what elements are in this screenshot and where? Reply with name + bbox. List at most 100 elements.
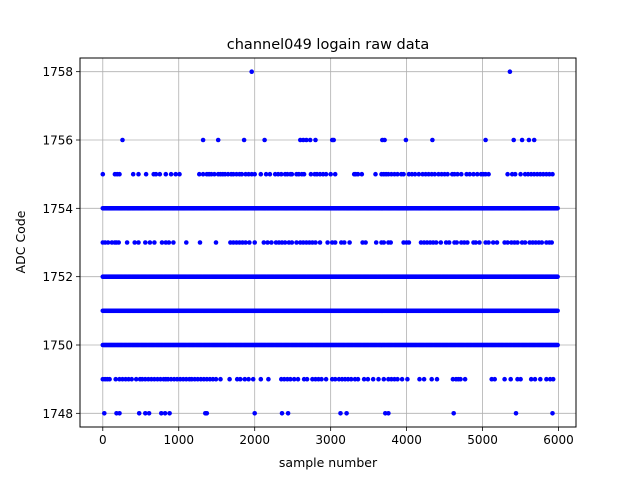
data-point: [239, 171, 245, 177]
data-point: [549, 240, 554, 245]
data-point: [483, 137, 488, 143]
data-point: [100, 171, 106, 177]
data-point: [373, 171, 378, 177]
data-point: [212, 171, 217, 177]
data-point: [124, 240, 130, 245]
data-points: [100, 69, 560, 416]
data-point: [120, 137, 125, 143]
data-point: [107, 376, 112, 382]
data-point: [252, 171, 257, 177]
data-point: [102, 411, 107, 416]
data-point: [269, 240, 274, 245]
x-axis-label: sample number: [279, 455, 378, 470]
x-tick-label: 2000: [239, 433, 270, 447]
data-point: [370, 376, 376, 382]
data-point: [282, 240, 288, 245]
axis-ticks: 0 1000 2000 3000 4000 5000 6000 1748 1750 1752 175…: [42, 65, 573, 447]
data-point: [266, 376, 271, 382]
data-point: [167, 411, 172, 416]
data-point: [519, 137, 525, 143]
data-point: [200, 171, 206, 177]
data-point: [511, 137, 516, 143]
data-point: [365, 376, 371, 382]
data-point: [319, 376, 324, 382]
data-point: [555, 274, 560, 280]
data-point: [308, 171, 314, 177]
data-point: [279, 411, 285, 416]
data-point: [539, 240, 545, 245]
data-point: [528, 376, 534, 382]
chart-title: channel049 logain raw data: [227, 37, 429, 53]
data-point: [376, 376, 381, 382]
data-point: [238, 376, 243, 382]
data-point: [285, 411, 291, 416]
data-point: [458, 376, 463, 382]
x-tick-label: 3000: [315, 433, 346, 447]
data-point: [213, 240, 219, 245]
data-point: [518, 376, 523, 382]
data-point: [515, 240, 520, 245]
data-point: [471, 171, 476, 177]
data-point: [252, 411, 257, 416]
data-point: [502, 376, 507, 382]
data-point: [323, 376, 329, 382]
data-point: [518, 171, 523, 177]
data-point: [143, 411, 148, 416]
y-tick-label: 1756: [42, 134, 73, 148]
data-point: [555, 342, 560, 348]
data-point: [538, 376, 543, 382]
data-point: [416, 171, 422, 177]
data-point: [295, 376, 301, 382]
data-point: [289, 171, 295, 177]
data-point: [313, 240, 318, 245]
data-point: [304, 137, 309, 143]
data-point: [513, 411, 519, 416]
data-point: [157, 171, 163, 177]
data-point: [117, 411, 122, 416]
data-point: [403, 137, 409, 143]
data-point: [242, 376, 248, 382]
data-point: [279, 171, 284, 177]
data-point: [347, 240, 352, 245]
y-tick-label: 1750: [42, 339, 73, 353]
data-point: [381, 240, 387, 245]
data-point: [401, 171, 406, 177]
data-point: [258, 171, 264, 177]
data-point: [168, 171, 174, 177]
y-axis-label: ADC Code: [13, 210, 28, 273]
data-point: [405, 376, 410, 382]
x-tick-label: 6000: [543, 433, 574, 447]
data-point: [304, 376, 310, 382]
data-point: [399, 376, 405, 382]
data-point: [465, 240, 470, 245]
data-point: [429, 376, 435, 382]
data-point: [159, 411, 164, 416]
data-point: [486, 240, 491, 245]
data-point: [359, 171, 365, 177]
data-point: [550, 171, 555, 177]
data-point: [133, 376, 139, 382]
data-point: [317, 240, 323, 245]
data-point: [227, 376, 232, 382]
data-point: [406, 240, 412, 245]
data-point: [332, 240, 338, 245]
data-point: [421, 376, 427, 382]
data-point: [373, 240, 379, 245]
data-point: [258, 376, 264, 382]
data-point: [550, 376, 556, 382]
data-point: [243, 240, 248, 245]
data-point: [475, 171, 480, 177]
data-point: [522, 240, 528, 245]
data-point: [289, 240, 295, 245]
data-point: [143, 240, 148, 245]
data-point: [250, 376, 256, 382]
data-point: [526, 137, 532, 143]
plot-area-frame: [79, 57, 577, 428]
data-point: [446, 240, 452, 245]
data-point: [143, 171, 149, 177]
data-point: [146, 411, 152, 416]
data-point: [328, 171, 334, 177]
